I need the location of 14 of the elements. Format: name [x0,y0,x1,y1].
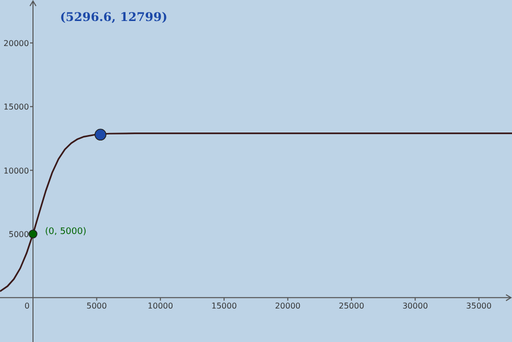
x-tick-label: 20000 [275,302,301,311]
x-tick-label: 5000 [86,302,107,311]
annotation: (5296.6, 12799) [60,10,168,24]
annotation: (0, 5000) [44,226,86,237]
x-tick-label: 15000 [211,302,237,311]
y-tick-label: 15000 [4,102,29,112]
y-tick-label: 10000 [4,166,29,176]
x-tick-label: 30000 [402,302,428,311]
y-tick-label: 20000 [4,38,29,48]
x-tick-label: 10000 [148,302,174,311]
x-tick-label: 35000 [466,302,492,311]
x-tick-label: 25000 [338,302,364,311]
x-tick-label: 0 [24,302,30,311]
y-tick-label: 5000 [8,230,29,239]
